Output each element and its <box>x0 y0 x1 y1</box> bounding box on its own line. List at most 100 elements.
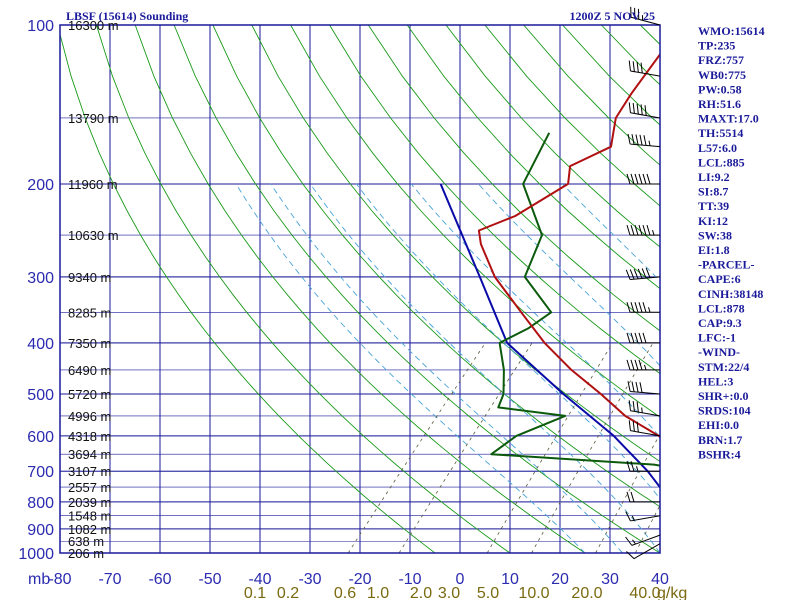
index-line: LI:9.2 <box>698 170 730 184</box>
wind-barb <box>625 511 661 522</box>
index-line: TP:235 <box>698 39 735 53</box>
index-line: BRN:1.7 <box>698 433 742 447</box>
temperature-tick-label: -80 <box>48 571 71 588</box>
height-label: 16300 m <box>68 18 119 33</box>
stability-indices: WMO:15614TP:235FRZ:757WB0:775PW:0.58RH:5… <box>698 24 765 461</box>
pressure-tick-label: 400 <box>27 336 54 353</box>
temperature-tick-label: -60 <box>148 571 171 588</box>
dry-adiabat <box>251 25 660 463</box>
index-line: SW:38 <box>698 228 732 242</box>
temperature-tick-label: -30 <box>298 571 321 588</box>
index-line: FRZ:757 <box>698 53 744 67</box>
index-line: RH:51.6 <box>698 97 741 111</box>
index-line: TT:39 <box>698 199 729 213</box>
height-label: 10630 m <box>68 228 119 243</box>
index-line: PW:0.58 <box>698 82 742 96</box>
mixing-ratio-line <box>347 342 486 553</box>
mixing-ratio-tick-label: 0.2 <box>277 585 299 600</box>
index-line: BSHR:4 <box>698 447 741 461</box>
index-line: LFC:-1 <box>698 331 736 345</box>
plot-frame <box>59 24 661 554</box>
height-label: 2557 m <box>68 480 111 495</box>
dewpoint-profile <box>490 132 660 467</box>
wind-barb <box>628 102 661 119</box>
index-line: LCL:878 <box>698 301 745 315</box>
dry-adiabat <box>212 25 660 508</box>
mixing-ratio-tick-label: 3.0 <box>438 585 460 600</box>
chart-timestamp: 1200Z 5 NOV 25 <box>570 9 655 23</box>
height-label: 5720 m <box>68 387 111 402</box>
wind-barb <box>625 267 661 281</box>
height-label: 1548 m <box>68 509 111 524</box>
index-line: EHI:0.0 <box>698 418 739 432</box>
mixing-ratio-tick-label: 10.0 <box>518 585 549 600</box>
temperature-tick-label: -40 <box>248 571 271 588</box>
temperature-tick-label: -50 <box>198 571 221 588</box>
wind-barb <box>630 6 661 26</box>
wind-barb <box>627 381 661 395</box>
wind-barb <box>626 359 660 371</box>
wind-barb <box>626 173 660 185</box>
pressure-tick-label: 900 <box>27 522 54 539</box>
pressure-tick-label: 600 <box>27 429 54 446</box>
parcel-profile <box>439 183 660 489</box>
mixing-ratio-line <box>398 342 533 553</box>
mixing-ratio-tick-label: 0.1 <box>244 585 266 600</box>
wind-barbs <box>625 6 661 560</box>
height-label: 638 m <box>68 534 104 549</box>
mixing-ratio-line <box>531 342 654 553</box>
temperature-tick-label: -10 <box>398 571 421 588</box>
index-line: L57:6.0 <box>698 141 737 155</box>
height-label: 8285 m <box>68 305 111 320</box>
index-line: EI:1.8 <box>698 243 730 257</box>
wind-barb <box>628 400 661 417</box>
pressure-tick-label: 500 <box>27 387 54 404</box>
index-line: -WIND- <box>698 345 740 359</box>
mixing-ratio-tick-label: 40.0 <box>629 585 660 600</box>
dry-adiabat <box>60 32 436 553</box>
height-label: 2039 m <box>68 495 111 510</box>
index-line: WMO:15614 <box>698 24 765 38</box>
mixing-ratio-tick-label: 20.0 <box>571 585 602 600</box>
index-line: CAPE:6 <box>698 272 741 286</box>
pressure-tick-label: 100 <box>27 18 54 35</box>
wind-barb <box>626 543 661 560</box>
index-line: KI:12 <box>698 214 728 228</box>
temperature-tick-label: 0 <box>456 571 465 588</box>
temperature-tick-label: -20 <box>348 571 371 588</box>
height-label: 1082 m <box>68 522 111 537</box>
index-line: CINH:38148 <box>698 287 763 301</box>
temperature-tick-label: 40 <box>651 571 669 588</box>
wind-barb <box>628 60 661 77</box>
dry-adiabat <box>95 25 511 553</box>
pressure-tick-label: 200 <box>27 177 54 194</box>
temperature-tick-label: -70 <box>98 571 121 588</box>
dry-adiabat <box>329 25 660 375</box>
mixing-ratio-line <box>486 342 613 553</box>
index-line: SI:8.7 <box>698 185 728 199</box>
temperature-tick-label: 20 <box>551 571 569 588</box>
height-label: 9340 m <box>68 270 111 285</box>
moist-adiabat <box>270 183 623 553</box>
dry-adiabat <box>367 25 660 332</box>
wind-barb <box>628 420 661 437</box>
index-line: MAXT:17.0 <box>698 112 759 126</box>
moist-adiabat <box>478 183 660 367</box>
index-line: SRDS:104 <box>698 404 751 418</box>
index-line: SHR+:0.0 <box>698 389 749 403</box>
height-label: 3107 m <box>68 464 111 479</box>
index-line: -PARCEL- <box>698 258 754 272</box>
height-label: 3694 m <box>68 447 111 462</box>
temperature-tick-label: 30 <box>601 571 619 588</box>
pressure-tick-label: 300 <box>27 270 54 287</box>
index-line: LCL:885 <box>698 155 745 169</box>
height-label: 6490 m <box>68 363 111 378</box>
mixing-ratio-tick-label: 2.0 <box>410 585 432 600</box>
dry-adiabat <box>134 25 586 553</box>
moist-adiabat <box>235 183 586 553</box>
wind-barb <box>626 224 660 236</box>
chart-title: LBSF (15614) Sounding <box>66 9 188 23</box>
height-label: 7350 m <box>68 336 111 351</box>
